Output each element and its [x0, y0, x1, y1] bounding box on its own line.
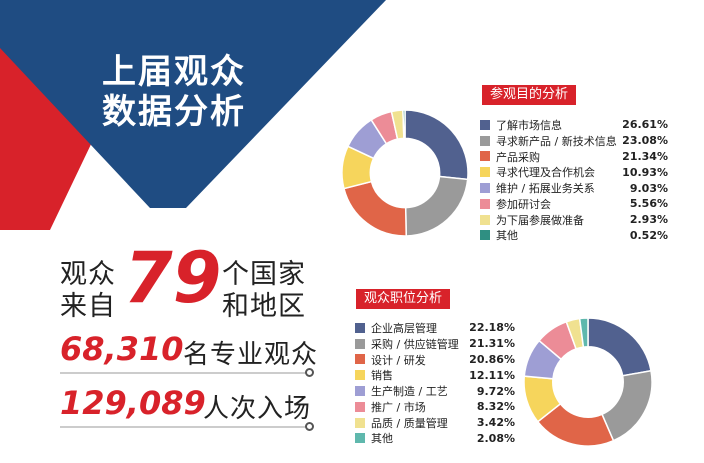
donut-slice-企业高层管理 [587, 317, 652, 377]
position-legend: 企业高层管理 22.18% 采购 / 供应链管理 21.31% 设计 / 研发 20.86… [355, 320, 515, 446]
legend-swatch [355, 386, 365, 397]
donut-slice-其他 [578, 317, 589, 348]
page-title-line1: 上届观众 [102, 52, 246, 92]
donut-slice-产品采购 [343, 180, 407, 237]
legend-percentage: 10.93% [622, 165, 668, 179]
donut-slice-寻求新产品-新技术信息 [404, 175, 469, 237]
legend-item: 销售 12.11% [355, 367, 515, 383]
purpose-legend: 了解市场信息 26.61% 寻求新产品 / 新技术信息 23.08% 产品采购 21.34… [480, 117, 668, 243]
legend-label: 企业高层管理 [371, 321, 437, 335]
countries-suffix-bottom: 和地区 [222, 291, 306, 322]
divider-dot-1 [305, 368, 314, 377]
legend-item: 生产制造 / 工艺 9.72% [355, 383, 515, 399]
legend-label: 产品采购 [496, 150, 540, 164]
visitors-label: 名专业观众 [183, 340, 319, 370]
legend-swatch [355, 417, 365, 428]
legend-item: 参加研讨会 5.56% [480, 196, 668, 212]
legend-swatch [480, 198, 490, 209]
legend-swatch [355, 322, 365, 333]
legend-item: 产品采购 21.34% [480, 149, 668, 165]
visits-number: 129,089 [60, 384, 206, 422]
countries-suffix-top: 个国家 [222, 259, 306, 290]
legend-percentage: 26.61% [622, 118, 668, 132]
legend-label: 参加研讨会 [496, 197, 551, 211]
legend-percentage: 12.11% [469, 368, 515, 382]
legend-label: 寻求新产品 / 新技术信息 [496, 134, 617, 148]
legend-label: 销售 [371, 369, 393, 383]
position-donut [523, 317, 653, 447]
legend-percentage: 5.56% [629, 197, 668, 211]
purpose-chart-title: 参观目的分析 [482, 85, 577, 105]
legend-swatch [355, 433, 365, 444]
legend-swatch [480, 183, 490, 194]
visits-label: 人次入场 [203, 394, 312, 424]
page-title-line2: 数据分析 [102, 92, 246, 132]
donut-slice-了解市场信息 [404, 109, 469, 181]
legend-item: 维护 / 拓展业务关系 9.03% [480, 180, 668, 196]
countries-number: 79 [124, 237, 222, 319]
legend-swatch [480, 151, 490, 162]
visitors-number: 68,310 [60, 330, 184, 368]
legend-label: 其他 [496, 229, 518, 243]
legend-item: 寻求新产品 / 新技术信息 23.08% [480, 133, 668, 149]
legend-label: 寻求代理及合作机会 [496, 166, 595, 180]
legend-label: 其他 [371, 432, 393, 446]
legend-percentage: 3.42% [476, 416, 515, 430]
legend-percentage: 8.32% [476, 400, 515, 414]
countries-prefix-top: 观众 [60, 259, 116, 290]
legend-item: 企业高层管理 22.18% [355, 320, 515, 336]
legend-percentage: 21.31% [469, 337, 515, 351]
purpose-donut [341, 109, 469, 237]
legend-percentage: 22.18% [469, 321, 515, 335]
legend-item: 采购 / 供应链管理 21.31% [355, 336, 515, 352]
legend-item: 推广 / 市场 8.32% [355, 399, 515, 415]
legend-swatch [355, 370, 365, 381]
legend-item: 品质 / 质量管理 3.42% [355, 415, 515, 431]
divider-dot-2 [305, 422, 314, 431]
legend-label: 生产制造 / 工艺 [371, 385, 448, 399]
legend-item: 寻求代理及合作机会 10.93% [480, 164, 668, 180]
legend-swatch [480, 230, 490, 241]
legend-percentage: 9.03% [629, 181, 668, 195]
legend-percentage: 9.72% [476, 384, 515, 398]
legend-label: 设计 / 研发 [371, 353, 426, 367]
legend-swatch [480, 167, 490, 178]
legend-swatch [355, 338, 365, 349]
legend-label: 品质 / 质量管理 [371, 416, 448, 430]
legend-swatch [480, 119, 490, 130]
legend-swatch [355, 354, 365, 365]
legend-label: 推广 / 市场 [371, 400, 426, 414]
position-chart-title: 观众职位分析 [356, 289, 451, 309]
legend-item: 了解市场信息 26.61% [480, 117, 668, 133]
legend-item: 设计 / 研发 20.86% [355, 352, 515, 368]
legend-label: 维护 / 拓展业务关系 [496, 182, 595, 196]
legend-label: 了解市场信息 [496, 118, 562, 132]
divider-1 [60, 372, 310, 374]
legend-swatch [480, 135, 490, 146]
legend-label: 采购 / 供应链管理 [371, 337, 459, 351]
divider-2 [60, 426, 310, 428]
donut-slice-其他 [402, 109, 406, 140]
legend-percentage: 2.93% [629, 213, 668, 227]
legend-item: 其他 2.08% [355, 431, 515, 447]
legend-swatch [355, 401, 365, 412]
legend-item: 其他 0.52% [480, 228, 668, 244]
countries-prefix-bottom: 来自 [60, 291, 116, 322]
legend-percentage: 21.34% [622, 149, 668, 163]
legend-item: 为下届参展做准备 2.93% [480, 212, 668, 228]
legend-swatch [480, 214, 490, 225]
legend-percentage: 2.08% [476, 431, 515, 445]
legend-percentage: 20.86% [469, 352, 515, 366]
legend-percentage: 0.52% [629, 228, 668, 242]
legend-label: 为下届参展做准备 [496, 213, 584, 227]
legend-percentage: 23.08% [622, 134, 668, 148]
